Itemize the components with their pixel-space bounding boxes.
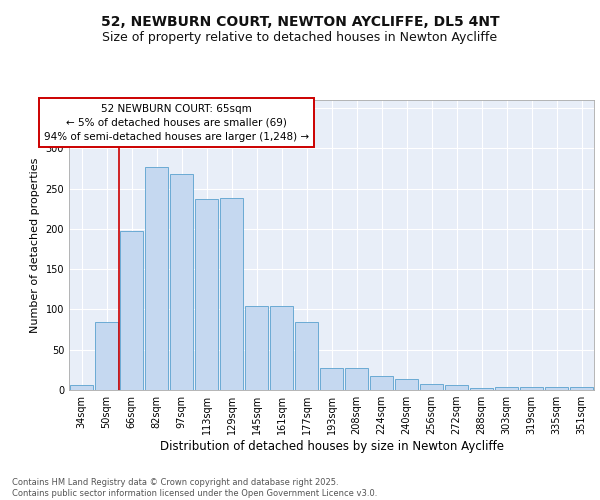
Bar <box>395 378 418 390</box>
Bar <box>545 387 568 390</box>
Text: 52 NEWBURN COURT: 65sqm
← 5% of detached houses are smaller (69)
94% of semi-det: 52 NEWBURN COURT: 65sqm ← 5% of detached… <box>44 104 309 142</box>
Bar <box>344 368 368 390</box>
Bar <box>245 306 268 390</box>
Bar <box>295 322 319 390</box>
Text: Contains HM Land Registry data © Crown copyright and database right 2025.
Contai: Contains HM Land Registry data © Crown c… <box>12 478 377 498</box>
Bar <box>370 376 394 390</box>
Bar <box>419 384 443 390</box>
Bar <box>520 387 544 390</box>
Y-axis label: Number of detached properties: Number of detached properties <box>30 158 40 332</box>
Bar <box>70 385 94 390</box>
Bar <box>445 385 469 390</box>
Text: Size of property relative to detached houses in Newton Aycliffe: Size of property relative to detached ho… <box>103 31 497 44</box>
Text: 52, NEWBURN COURT, NEWTON AYCLIFFE, DL5 4NT: 52, NEWBURN COURT, NEWTON AYCLIFFE, DL5 … <box>101 16 499 30</box>
Bar <box>194 199 218 390</box>
Bar <box>145 167 169 390</box>
Bar <box>494 387 518 390</box>
Bar <box>170 174 193 390</box>
Bar <box>320 368 343 390</box>
Bar <box>470 388 493 390</box>
Bar <box>95 322 118 390</box>
Bar <box>269 306 293 390</box>
Bar <box>220 198 244 390</box>
Bar <box>569 387 593 390</box>
Bar <box>119 232 143 390</box>
X-axis label: Distribution of detached houses by size in Newton Aycliffe: Distribution of detached houses by size … <box>160 440 503 453</box>
